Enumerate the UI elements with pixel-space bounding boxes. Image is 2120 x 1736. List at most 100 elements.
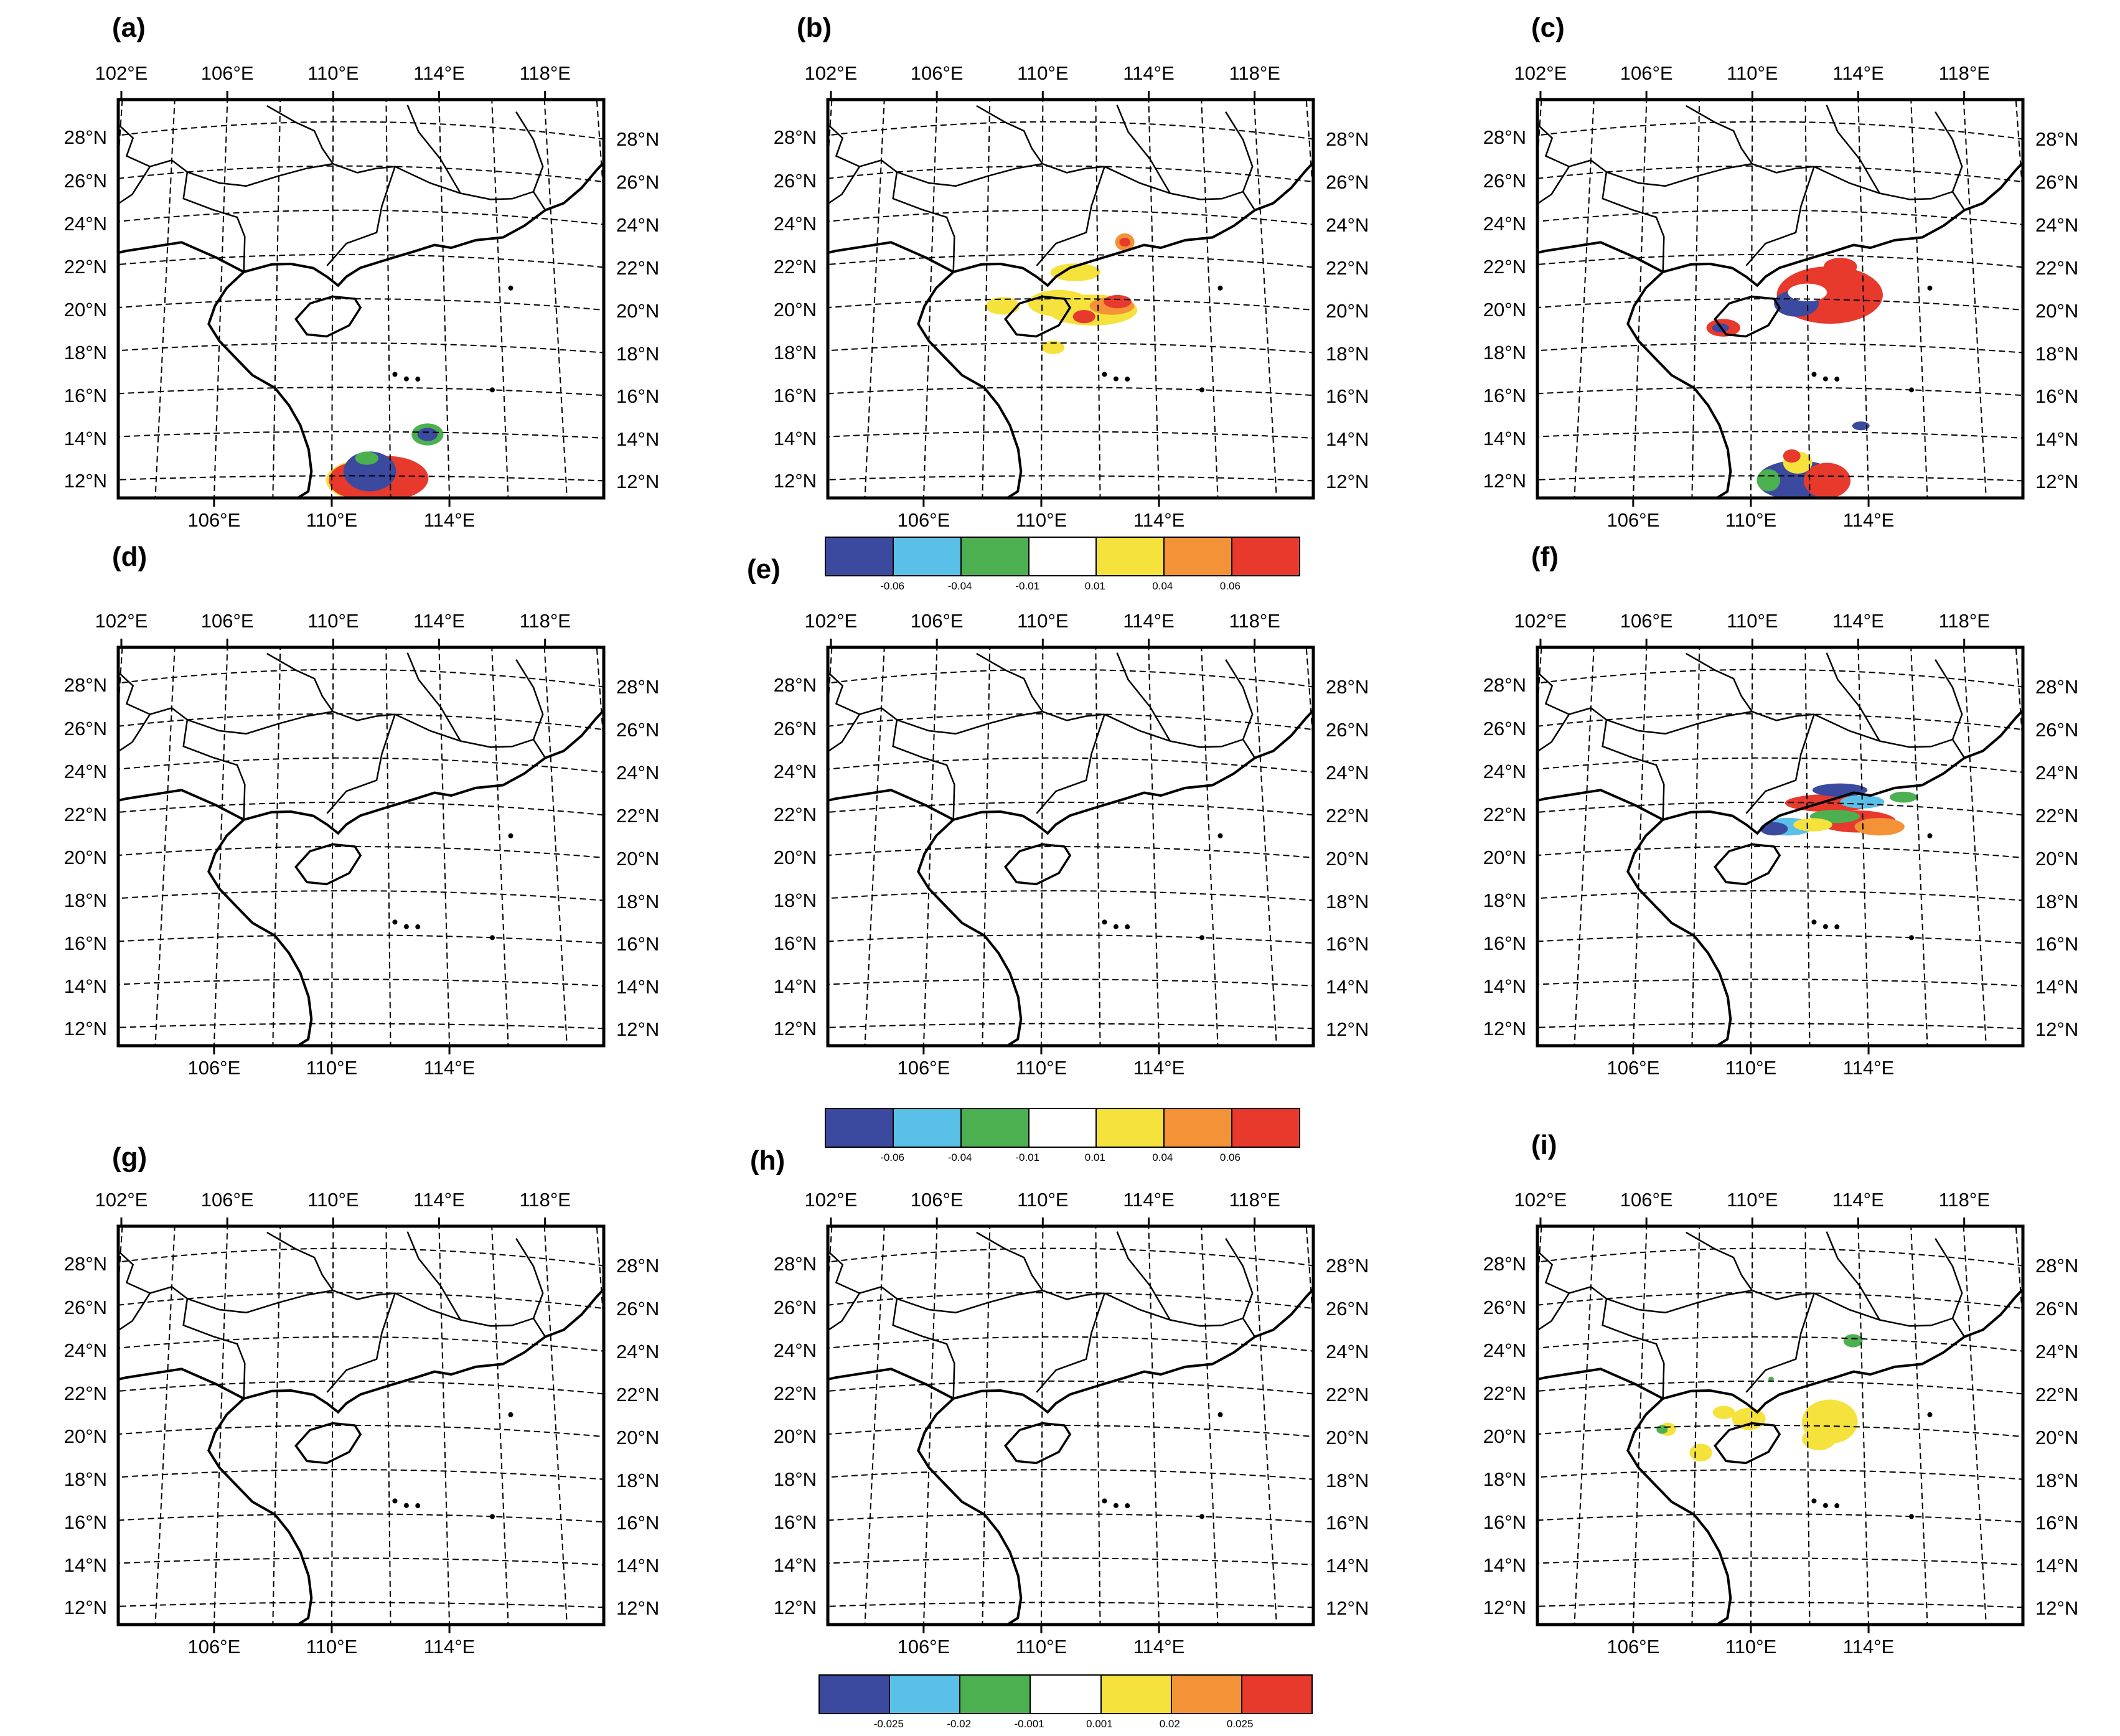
lat-label-left: 18°N (773, 342, 817, 364)
field-blob (1783, 449, 1801, 463)
colorbar-tick-label: -0.06 (880, 580, 904, 592)
province-border (1935, 659, 1966, 759)
lat-label-left: 22°N (773, 804, 817, 826)
parallel-line (118, 757, 604, 773)
island-marker (1125, 924, 1130, 930)
province-border (1116, 1231, 1171, 1321)
island-marker (1822, 924, 1828, 929)
parallel-line (118, 669, 604, 688)
province-border (1036, 714, 1105, 814)
province-border (1826, 1231, 1880, 1321)
parallel-line (1537, 1380, 2023, 1395)
coastline (1626, 819, 1732, 1046)
lat-label-left: 22°N (63, 1382, 107, 1405)
lon-label-bottom: 110°E (1725, 1636, 1777, 1658)
lat-label-right: 22°N (616, 1384, 660, 1406)
lon-label-bottom: 106°E (1606, 509, 1660, 531)
lon-label-bottom: 114°E (1842, 509, 1895, 531)
island-marker (392, 1498, 398, 1504)
colorbar-swatch (893, 1109, 962, 1147)
colorbar-tick-label: 0.01 (1084, 580, 1105, 592)
coastline (917, 271, 1023, 498)
province-border (1814, 1292, 1953, 1327)
lon-label-bottom: 114°E (1133, 1057, 1185, 1079)
meridian-line (1574, 647, 1595, 1046)
lat-label-right: 24°N (2035, 214, 2079, 237)
field-blob (1803, 462, 1851, 498)
map-panel-e: (e) 102°E 106°E 110°E 114°E 118°E 106°E 110°E 11… (710, 548, 1369, 1096)
parallel-line (1537, 934, 2023, 944)
meridian-line (864, 647, 885, 1046)
lat-label-left: 24°N (773, 1340, 817, 1362)
lon-label-bottom: 114°E (1842, 1636, 1895, 1658)
parallel-line (118, 845, 604, 858)
lat-label-right: 24°N (1326, 1341, 1369, 1363)
parallel-line (828, 757, 1313, 773)
panel-label: (d) (112, 542, 148, 572)
colorbar-swatch (1242, 1676, 1311, 1713)
coastline (207, 1397, 313, 1625)
lat-label-left: 24°N (1483, 1340, 1526, 1362)
island-marker (508, 285, 514, 291)
lat-label-right: 20°N (2035, 847, 2079, 870)
island-marker (1199, 1514, 1204, 1519)
panel-label: (g) (112, 1142, 148, 1173)
lon-label-bottom: 110°E (1015, 1636, 1067, 1658)
parallel-line (828, 1424, 1313, 1437)
field-blob (355, 451, 379, 465)
parallel-line (1537, 845, 2023, 858)
province-border (187, 710, 395, 735)
colorbar-swatch (1097, 538, 1165, 575)
coastline (917, 819, 1023, 1046)
lat-label-left: 14°N (773, 427, 817, 449)
lat-label-left: 16°N (773, 932, 817, 955)
lat-label-right: 20°N (1326, 847, 1369, 870)
parallel-line (118, 475, 604, 482)
meridian-line (1963, 1226, 1987, 1625)
province-border (118, 1252, 188, 1300)
lat-label-left: 20°N (1483, 1425, 1526, 1448)
province-border (828, 166, 861, 205)
lat-label-right: 28°N (2035, 128, 2079, 150)
parallel-line (118, 1513, 604, 1523)
lon-label-top: 114°E (1832, 1189, 1884, 1211)
colorbar-swatch (1101, 1676, 1172, 1713)
lat-label-left: 16°N (63, 385, 107, 407)
parallel-line (1537, 757, 2023, 773)
parallel-line (828, 387, 1313, 396)
parallel-line (828, 209, 1313, 225)
meridian-line (1750, 100, 1753, 498)
colorbar-swatch (1232, 1109, 1300, 1147)
parallel-line (1537, 1292, 2023, 1310)
lat-label-right: 26°N (2035, 171, 2079, 193)
island-marker (1822, 376, 1828, 382)
province-border (515, 659, 546, 759)
lat-label-left: 28°N (773, 126, 817, 149)
lon-label-top: 102°E (95, 62, 148, 84)
parallel-line (118, 209, 604, 225)
panel-label: (f) (1531, 542, 1559, 572)
hainan-island (1004, 1422, 1072, 1465)
island-marker (508, 833, 514, 838)
colorbar-tick-label: -0.04 (947, 1152, 972, 1163)
lon-label-bottom: 110°E (1015, 509, 1067, 531)
lat-label-left: 24°N (63, 1340, 107, 1362)
lat-label-right: 20°N (616, 299, 660, 322)
lat-label-right: 18°N (616, 1469, 660, 1491)
province-border (1104, 713, 1244, 748)
lon-label-top: 110°E (307, 610, 359, 632)
lat-label-left: 16°N (63, 932, 107, 955)
island-marker (1125, 377, 1130, 382)
lat-label-right: 18°N (2035, 1469, 2079, 1491)
lat-label-right: 22°N (1326, 805, 1369, 827)
coastline (828, 1287, 1313, 1414)
hainan-island (1004, 295, 1072, 338)
meridian-line (154, 647, 176, 1046)
lat-label-right: 16°N (1326, 1512, 1369, 1534)
field-blob (1656, 1425, 1668, 1434)
lat-label-right: 18°N (1326, 342, 1369, 365)
lat-label-right: 18°N (1326, 890, 1369, 913)
island-marker (1908, 1514, 1914, 1519)
lon-label-top: 114°E (413, 1189, 465, 1211)
field-blob (1843, 1334, 1863, 1348)
